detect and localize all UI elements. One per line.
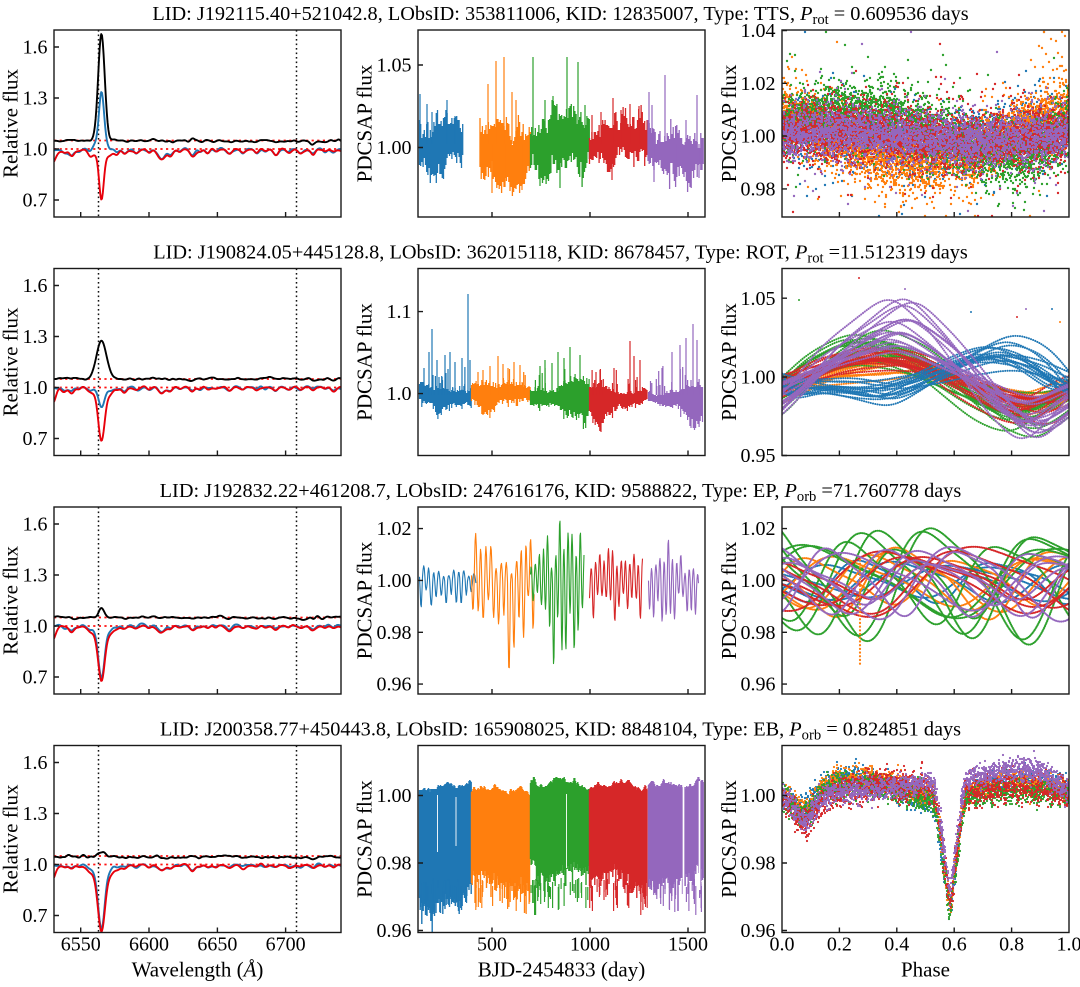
svg-text:BJD-2454833 (day): BJD-2454833 (day) — [478, 958, 645, 982]
svg-text:1.00: 1.00 — [741, 570, 776, 592]
svg-text:1000: 1000 — [570, 934, 610, 956]
svg-text:1.0: 1.0 — [23, 377, 48, 399]
svg-text:PDCSAP flux: PDCSAP flux — [717, 541, 741, 659]
svg-text:6600: 6600 — [129, 934, 169, 956]
svg-text:LID: J190824.05+445128.8, LObs: LID: J190824.05+445128.8, LObsID: 362015… — [153, 242, 968, 267]
svg-text:1.0: 1.0 — [23, 616, 48, 638]
svg-text:0.98: 0.98 — [377, 622, 412, 644]
svg-text:1.02: 1.02 — [741, 73, 776, 95]
svg-text:PDCSAP flux: PDCSAP flux — [353, 541, 377, 659]
svg-text:0.0: 0.0 — [770, 934, 795, 956]
svg-text:0.7: 0.7 — [23, 905, 48, 927]
svg-text:1.0: 1.0 — [387, 383, 412, 405]
svg-text:1.02: 1.02 — [741, 518, 776, 540]
svg-text:0.95: 0.95 — [741, 445, 776, 467]
svg-text:0.98: 0.98 — [741, 622, 776, 644]
svg-text:6650: 6650 — [197, 934, 237, 956]
svg-text:0.98: 0.98 — [741, 179, 776, 201]
svg-text:0.98: 0.98 — [741, 853, 776, 875]
svg-text:0.7: 0.7 — [23, 667, 48, 689]
svg-text:1.00: 1.00 — [377, 785, 412, 807]
svg-text:1.00: 1.00 — [741, 126, 776, 148]
svg-text:1.05: 1.05 — [741, 288, 776, 310]
svg-text:0.96: 0.96 — [377, 920, 412, 942]
svg-text:6700: 6700 — [266, 934, 306, 956]
svg-text:0.7: 0.7 — [23, 428, 48, 450]
svg-text:1.3: 1.3 — [23, 565, 48, 587]
svg-text:0.96: 0.96 — [741, 674, 776, 696]
svg-text:0.4: 0.4 — [884, 934, 909, 956]
svg-text:1.6: 1.6 — [23, 514, 48, 536]
svg-text:0.8: 0.8 — [999, 934, 1024, 956]
svg-text:1500: 1500 — [668, 934, 708, 956]
svg-text:6550: 6550 — [61, 934, 101, 956]
svg-text:Wavelength (Å): Wavelength (Å) — [132, 958, 264, 982]
svg-text:0.6: 0.6 — [942, 934, 967, 956]
svg-text:1.02: 1.02 — [377, 518, 412, 540]
svg-text:0.7: 0.7 — [23, 190, 48, 212]
svg-text:PDCSAP flux: PDCSAP flux — [717, 64, 741, 182]
svg-text:1.6: 1.6 — [23, 752, 48, 774]
svg-text:0.2: 0.2 — [827, 934, 852, 956]
svg-text:1.6: 1.6 — [23, 275, 48, 297]
svg-text:1.00: 1.00 — [377, 137, 412, 159]
svg-text:LID: J192115.40+521042.8, LObs: LID: J192115.40+521042.8, LObsID: 353811… — [152, 3, 968, 28]
svg-text:1.0: 1.0 — [1057, 934, 1080, 956]
svg-text:1.00: 1.00 — [377, 570, 412, 592]
svg-text:1.05: 1.05 — [377, 55, 412, 77]
svg-text:1.0: 1.0 — [23, 139, 48, 161]
svg-text:PDCSAP flux: PDCSAP flux — [717, 780, 741, 898]
svg-text:PDCSAP flux: PDCSAP flux — [353, 64, 377, 182]
svg-text:0.96: 0.96 — [377, 674, 412, 696]
svg-text:1.3: 1.3 — [23, 88, 48, 110]
svg-text:LID: J200358.77+450443.8, LObs: LID: J200358.77+450443.8, LObsID: 165908… — [160, 719, 961, 744]
svg-text:1.00: 1.00 — [741, 785, 776, 807]
svg-text:1.00: 1.00 — [741, 367, 776, 389]
svg-text:Relative flux: Relative flux — [0, 307, 23, 417]
svg-text:Relative flux: Relative flux — [0, 545, 23, 655]
svg-text:1.6: 1.6 — [23, 37, 48, 59]
svg-text:Phase: Phase — [901, 958, 950, 982]
svg-text:PDCSAP flux: PDCSAP flux — [717, 303, 741, 421]
svg-text:Relative flux: Relative flux — [0, 68, 23, 178]
svg-text:PDCSAP flux: PDCSAP flux — [353, 780, 377, 898]
svg-text:1.3: 1.3 — [23, 326, 48, 348]
svg-text:1.0: 1.0 — [23, 854, 48, 876]
svg-text:1.04: 1.04 — [741, 20, 776, 42]
svg-text:500: 500 — [477, 934, 507, 956]
svg-text:1.3: 1.3 — [23, 803, 48, 825]
svg-text:Relative flux: Relative flux — [0, 784, 23, 894]
svg-text:1.1: 1.1 — [387, 301, 412, 323]
svg-text:PDCSAP flux: PDCSAP flux — [353, 303, 377, 421]
svg-text:LID: J192832.22+461208.7, LObs: LID: J192832.22+461208.7, LObsID: 247616… — [160, 480, 962, 505]
svg-text:0.98: 0.98 — [377, 853, 412, 875]
